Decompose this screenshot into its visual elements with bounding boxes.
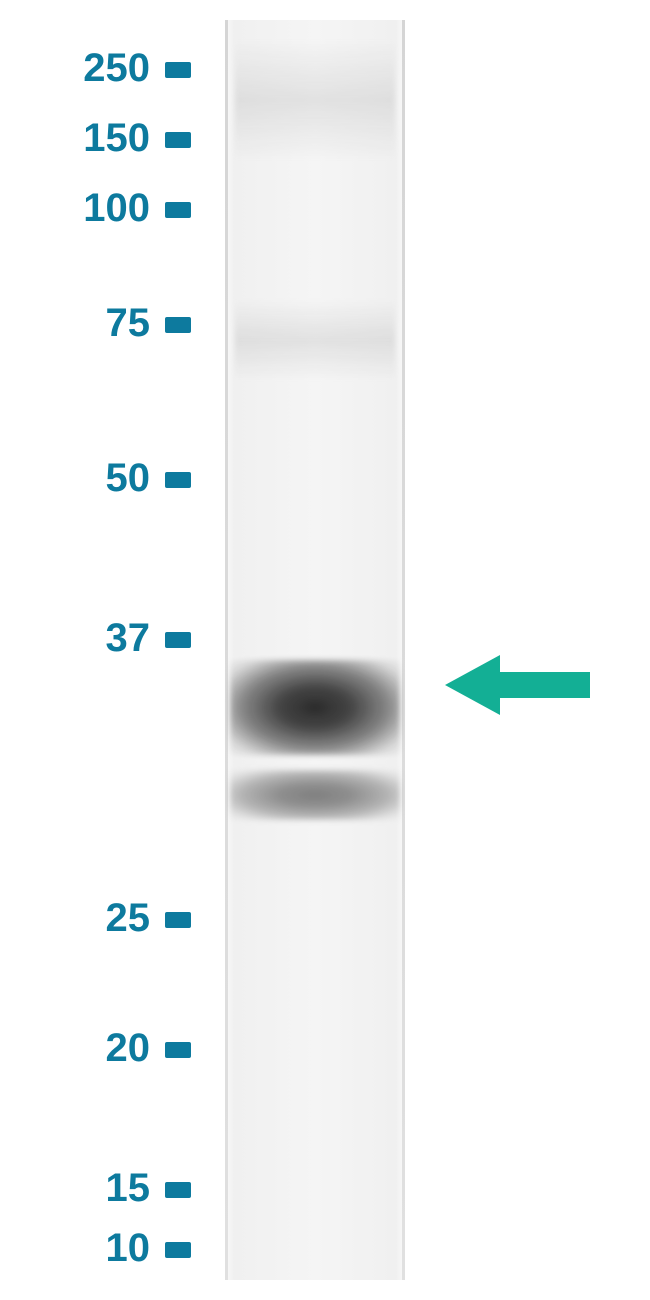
protein-band [230, 770, 400, 820]
mw-marker-label: 37 [30, 616, 150, 661]
mw-marker-label: 150 [30, 116, 150, 161]
mw-marker-label: 15 [30, 1166, 150, 1211]
mw-marker-label: 250 [30, 46, 150, 91]
lane-smear [235, 40, 395, 160]
lane-edge [225, 20, 228, 1280]
band-indicator-arrow [445, 655, 590, 715]
mw-marker-tick [165, 202, 191, 218]
protein-band [230, 660, 400, 755]
gel-lane [225, 20, 405, 1280]
mw-marker-label: 100 [30, 186, 150, 231]
mw-marker-tick [165, 912, 191, 928]
arrow-tail [500, 672, 590, 698]
mw-marker-label: 50 [30, 456, 150, 501]
mw-marker-tick [165, 632, 191, 648]
mw-marker-tick [165, 132, 191, 148]
mw-marker-label: 25 [30, 896, 150, 941]
lane-edge [402, 20, 405, 1280]
mw-marker-tick [165, 62, 191, 78]
mw-marker-tick [165, 317, 191, 333]
mw-marker-tick [165, 472, 191, 488]
mw-marker-tick [165, 1242, 191, 1258]
arrow-head-icon [445, 655, 500, 715]
lane-smear [235, 300, 395, 380]
mw-marker-tick [165, 1182, 191, 1198]
mw-marker-label: 75 [30, 301, 150, 346]
mw-marker-tick [165, 1042, 191, 1058]
mw-marker-label: 10 [30, 1226, 150, 1271]
mw-marker-label: 20 [30, 1026, 150, 1071]
western-blot-figure: 250 150 100 75 50 37 25 20 15 10 [0, 0, 650, 1300]
